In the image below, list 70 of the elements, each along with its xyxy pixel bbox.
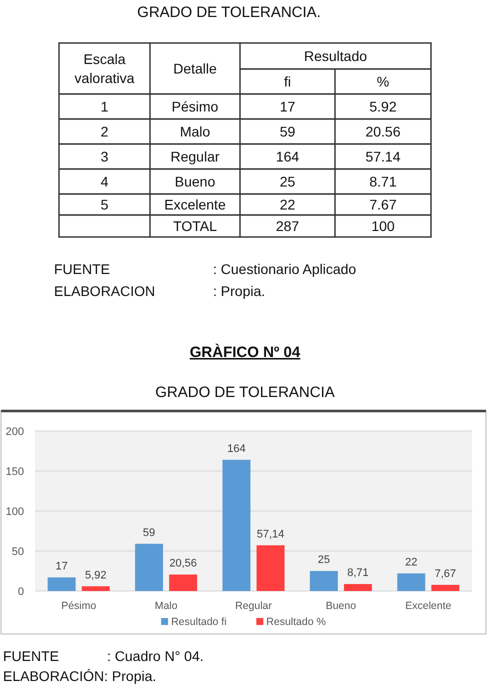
data-label: 57,14: [256, 528, 284, 540]
bar: [431, 584, 460, 591]
text: : Cuadro N° 04.: [107, 648, 204, 664]
data-label: 100: [371, 218, 395, 234]
category-label: Excelente: [164, 196, 226, 212]
text: %: [376, 74, 390, 90]
chart-title: GRÀFICO Nº 04: [190, 343, 301, 361]
data-label: 7,67: [434, 568, 456, 580]
text: : Cuestionario Aplicado: [213, 261, 356, 277]
bar: [169, 574, 198, 591]
data-label: 57.14: [365, 148, 401, 164]
text: fi: [284, 74, 291, 90]
y-tick-label: 150: [6, 466, 24, 478]
text: ELABORACIÓN: Propia.: [3, 668, 156, 684]
data-label: 8,71: [347, 567, 369, 580]
data-label: 5,92: [85, 569, 106, 582]
bar: [222, 460, 250, 591]
legend-label: Resultado %: [266, 616, 326, 628]
x-tick-label: Pésimo: [61, 600, 96, 612]
data-label: 7.67: [369, 196, 397, 212]
data-label: 3: [100, 148, 109, 164]
data-label: 17: [280, 98, 296, 114]
y-tick-label: 50: [12, 546, 24, 558]
y-tick-label: 100: [6, 506, 24, 518]
data-label: 20,56: [169, 558, 197, 570]
data-label: 4: [100, 174, 109, 190]
text: Detalle: [173, 60, 217, 76]
bar: [48, 577, 76, 591]
data-label: 287: [276, 218, 300, 234]
x-tick-label: Malo: [154, 600, 178, 612]
data-label: 59: [280, 124, 296, 140]
data-label: 25: [318, 554, 330, 566]
text: FUENTE: [54, 261, 110, 277]
data-label: 164: [227, 442, 246, 455]
text: ELABORACION: [54, 283, 156, 299]
bar: [397, 573, 426, 591]
bar: [344, 584, 372, 591]
legend-label: Resultado fi: [171, 616, 227, 628]
y-tick-label: 0: [18, 586, 24, 598]
category-label: Regular: [170, 148, 220, 164]
category-label: Bueno: [174, 174, 216, 190]
category-label: Malo: [180, 124, 210, 140]
text: : Propia.: [213, 283, 266, 299]
data-label: 20.56: [365, 124, 401, 140]
bar: [82, 586, 110, 591]
text: GRADO DE TOLERANCIA.: [137, 4, 321, 21]
data-label: 22: [280, 196, 296, 212]
data-label: 5: [100, 196, 109, 212]
text: Escala valorativa: [74, 51, 135, 86]
bar: [310, 571, 338, 591]
bar: [135, 544, 164, 591]
data-label: 1: [100, 98, 109, 114]
x-tick-label: Bueno: [326, 600, 356, 612]
legend-title: Resultado: [304, 48, 368, 64]
data-label: 22: [405, 556, 418, 568]
data-label: 17: [56, 560, 68, 572]
chart-subtitle: GRADO DE TOLERANCIA: [155, 384, 335, 401]
x-tick-label: Excelente: [405, 600, 452, 612]
text: FUENTE: [3, 648, 59, 664]
data-label: 59: [142, 526, 156, 539]
data-label: 164: [276, 148, 300, 164]
x-tick-label: Regular: [235, 600, 272, 612]
data-label: 2: [100, 124, 109, 140]
data-label: 5.92: [369, 98, 397, 114]
category-label: TOTAL: [173, 218, 218, 234]
y-tick-label: 200: [6, 426, 24, 438]
category-label: Pésimo: [172, 98, 219, 114]
bar: [256, 545, 285, 591]
data-label: 25: [280, 174, 296, 190]
data-label: 8.71: [369, 174, 397, 190]
